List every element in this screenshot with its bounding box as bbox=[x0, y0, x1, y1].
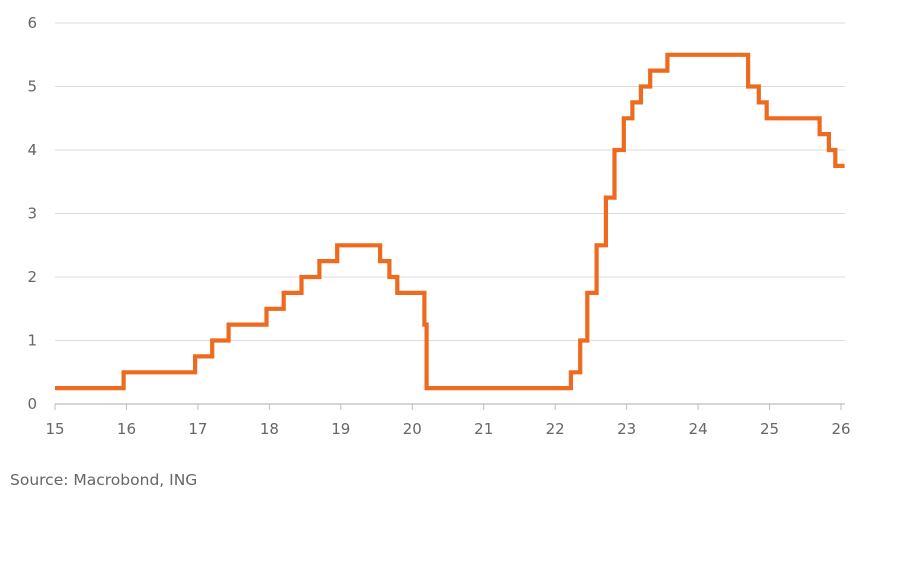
x-tick-label: 16 bbox=[117, 420, 136, 438]
x-axis bbox=[54, 403, 845, 410]
grid-lines bbox=[55, 22, 845, 341]
x-tick-label: 21 bbox=[474, 420, 493, 438]
x-tick-label: 26 bbox=[831, 420, 850, 438]
x-tick-label: 24 bbox=[689, 420, 708, 438]
x-tick-label: 18 bbox=[260, 420, 279, 438]
series-line-0 bbox=[55, 52, 845, 391]
y-tick-label: 6 bbox=[27, 14, 37, 32]
y-tick-label: 0 bbox=[27, 395, 37, 413]
x-tick-label: 22 bbox=[546, 420, 565, 438]
source-note: Source: Macrobond, ING bbox=[10, 471, 198, 489]
x-tick-label: 17 bbox=[188, 420, 207, 438]
x-tick-label: 25 bbox=[760, 420, 779, 438]
x-tick-label: 19 bbox=[331, 420, 350, 438]
y-tick-label: 1 bbox=[27, 332, 37, 350]
x-tick-label: 20 bbox=[403, 420, 422, 438]
series-layer bbox=[55, 52, 845, 391]
y-tick-label: 4 bbox=[27, 141, 37, 159]
y-tick-label: 5 bbox=[27, 78, 37, 96]
y-tick-label: 3 bbox=[27, 205, 37, 223]
y-tick-label: 2 bbox=[27, 268, 37, 286]
x-tick-label: 23 bbox=[617, 420, 636, 438]
x-tick-label: 15 bbox=[45, 420, 64, 438]
